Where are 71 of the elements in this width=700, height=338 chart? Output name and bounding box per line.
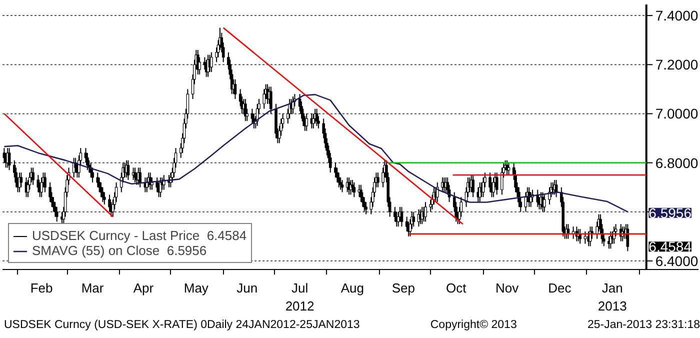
x-tick-label: Sep — [392, 280, 415, 296]
candlestick — [44, 172, 46, 193]
x-tick-label: Dec — [548, 280, 572, 296]
candlestick — [507, 162, 510, 176]
candlestick — [256, 103, 259, 126]
candlestick — [20, 172, 23, 188]
x-tick-label: Mar — [81, 280, 104, 296]
x-tick-label: Apr — [133, 280, 154, 296]
y-tick-label: 7.2000 — [655, 56, 698, 73]
text: Copyright© 2013 — [430, 318, 517, 333]
candlestick — [150, 176, 154, 190]
candlestick — [472, 174, 474, 198]
candlestick — [360, 184, 362, 203]
candlestick — [103, 192, 106, 205]
candlestick — [8, 148, 11, 171]
candlestick — [400, 206, 404, 228]
legend-label: USDSEK Curncy - Last Price 6.4584 — [32, 228, 247, 243]
legend-label: SMAVG (55) on Close 6.5956 — [32, 243, 207, 258]
candlestick — [488, 172, 492, 193]
y-tick-label: 6.8000 — [655, 154, 698, 171]
y-tick-label: 7.0000 — [655, 106, 698, 122]
candlestick — [495, 172, 498, 196]
candlestick — [396, 211, 400, 228]
candlestick — [145, 176, 148, 193]
line-series — [4, 94, 628, 212]
candlestick — [436, 182, 439, 203]
candlestick — [91, 167, 94, 183]
candlestick — [351, 179, 354, 193]
candlestick — [612, 226, 616, 244]
x-tick-label: Feb — [30, 280, 53, 296]
x-tick-label: Jun — [236, 280, 258, 296]
x-tick-label: Oct — [446, 280, 467, 296]
candlestick — [40, 176, 43, 198]
y-tick-label: 6.4000 — [655, 252, 698, 269]
text: USDSEK Curncy (USD-SEK X-RATE) 0Daily 24JAN2012-25JAN2013 — [4, 318, 360, 333]
candlestick — [312, 113, 315, 129]
annotation: 6.4584 — [648, 238, 692, 255]
x-tick-label: Jul 2012 — [285, 280, 314, 314]
x-tick-label: Jan 2013 — [598, 280, 627, 314]
candlestick — [98, 176, 101, 193]
candlestick — [270, 86, 272, 114]
candlestick — [529, 192, 532, 208]
candlestick — [134, 167, 136, 183]
x-tick-label: Nov — [495, 280, 520, 296]
x-tick-label: May — [184, 280, 209, 296]
x-tick-label: Aug — [340, 280, 364, 296]
candlestick — [138, 167, 142, 188]
annotation: 6.5956 — [648, 204, 692, 221]
candlestick — [244, 98, 247, 122]
candlestick — [159, 176, 162, 198]
candlestick — [126, 160, 130, 180]
candlestick — [584, 230, 587, 244]
candlestick — [48, 182, 52, 203]
candlestick — [424, 202, 427, 222]
candlestick — [506, 160, 508, 176]
candlestick — [578, 228, 582, 244]
candlestick — [305, 113, 308, 132]
candlestick — [500, 167, 504, 196]
y-tick-label: 7.4000 — [655, 8, 698, 24]
candlestick — [394, 206, 396, 222]
candlestick — [609, 230, 612, 250]
candlestick — [108, 194, 111, 212]
candlestick — [492, 176, 495, 198]
candlestick — [339, 176, 342, 190]
candlestick — [626, 224, 630, 252]
candlestick — [543, 194, 546, 212]
candlestick — [36, 174, 40, 193]
text: 25-Jan-2013 23:31:18 — [587, 318, 700, 333]
candlestick — [292, 96, 294, 114]
candlestick — [156, 176, 158, 193]
candlestick — [352, 182, 356, 198]
